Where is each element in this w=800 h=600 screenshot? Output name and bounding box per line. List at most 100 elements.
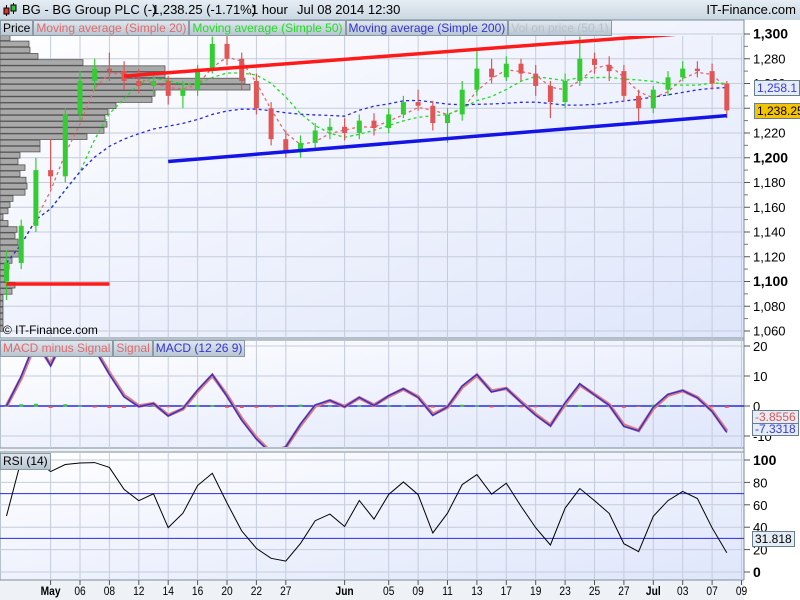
macd-hist-bar xyxy=(239,406,244,408)
x-tick-label: 23 xyxy=(559,585,570,598)
macd-hist-bar xyxy=(33,403,38,407)
macd-hist-bar xyxy=(386,405,391,407)
y-tick-label: 1,220 xyxy=(753,126,786,141)
trendline xyxy=(123,36,677,78)
volume-profile-bar xyxy=(0,96,153,103)
macd-hist-bar xyxy=(577,404,582,407)
symbol-name: BG - BG Group PLC (-) xyxy=(22,2,157,17)
candle-body xyxy=(106,68,112,72)
volume-profile-bar xyxy=(0,152,21,159)
volume-profile-bar xyxy=(0,158,19,165)
legend-rsi[interactable]: RSI (14) xyxy=(0,453,51,470)
macd-y-tick-label: 20 xyxy=(753,339,767,354)
y-tick-label: 1,080 xyxy=(753,299,786,314)
rsi-y-tick-label: 80 xyxy=(753,475,767,490)
candle xyxy=(709,63,715,90)
candle xyxy=(386,108,392,133)
volume-profile-bar xyxy=(0,232,16,239)
candle-body xyxy=(356,120,362,133)
candle-body xyxy=(489,68,495,78)
macd-hist-bar xyxy=(357,405,362,407)
macd-hist-bar xyxy=(460,404,465,407)
macd-hist-bar xyxy=(680,405,685,407)
candle-body xyxy=(62,114,68,177)
candle-body xyxy=(4,262,9,282)
legend-macd-hist[interactable]: MACD minus Signal xyxy=(0,340,114,357)
interval[interactable]: 1 hour xyxy=(251,2,288,17)
macd-hist-bar xyxy=(269,406,274,408)
candle-body xyxy=(400,102,406,115)
x-tick-label: 14 xyxy=(163,585,174,598)
y-tick-label: 1,280 xyxy=(753,51,786,66)
volume-profile-bar xyxy=(0,102,117,109)
candle xyxy=(533,64,539,96)
candle xyxy=(165,76,171,105)
legend-macd[interactable]: MACD (12 26 9) xyxy=(152,340,246,357)
candle-body xyxy=(209,43,215,69)
macd-hist-bar xyxy=(636,406,641,407)
legend-signal[interactable]: Signal xyxy=(113,340,153,357)
volume-profile-bar xyxy=(0,226,18,233)
candle xyxy=(298,135,303,158)
candle-body xyxy=(253,81,259,109)
x-tick-label: 13 xyxy=(471,585,482,598)
volume-profile-bar xyxy=(0,145,41,153)
macd-y-tick-label: 0 xyxy=(753,399,760,414)
candle-body xyxy=(224,43,230,59)
volume-profile-bar xyxy=(0,238,19,246)
volume-profile-bar xyxy=(0,133,88,140)
volume-profile-bar xyxy=(0,65,166,72)
candle-body xyxy=(136,81,142,86)
candle xyxy=(724,81,730,119)
candle-body xyxy=(547,85,553,103)
x-tick-label: 27 xyxy=(618,585,629,598)
x-tick-label: 25 xyxy=(589,585,600,598)
legend-ma50[interactable]: Moving average (Simple 50) xyxy=(189,20,346,36)
title-bar: BG - BG Group PLC (-) 1,238.25 (-1.71%) … xyxy=(0,0,800,21)
candle xyxy=(4,250,9,301)
x-tick-label: 05 xyxy=(383,585,394,598)
candle xyxy=(474,48,480,96)
ma200-value-label: 1,258.1 xyxy=(754,80,800,96)
x-tick-label: 22 xyxy=(251,585,262,598)
candle-body xyxy=(636,95,642,109)
macd-hist-value-label: -3.8556 xyxy=(752,410,799,424)
candle xyxy=(650,85,656,114)
candle-body xyxy=(650,89,656,109)
macd-hist-bar xyxy=(592,406,597,408)
volume-profile-bar xyxy=(0,84,251,91)
volume-profile-bar xyxy=(0,108,109,116)
candle-body xyxy=(621,71,627,96)
candle xyxy=(18,219,24,270)
candle xyxy=(253,73,259,115)
candle xyxy=(92,58,98,90)
candle xyxy=(356,114,362,140)
volume-profile-bar xyxy=(0,183,28,190)
legend-vol-on-price[interactable]: Vol on price (50.1) xyxy=(508,20,612,36)
macd-hist-bar xyxy=(19,404,24,407)
legend-ma20[interactable]: Moving average (Simple 20) xyxy=(33,20,190,36)
x-tick-label: 19 xyxy=(530,585,541,598)
legend-ma200[interactable]: Moving average (Simple 200) xyxy=(345,20,509,36)
legend-price[interactable]: Price xyxy=(0,20,34,36)
candle-body xyxy=(518,63,524,74)
last-price-change: 1,238.25 (-1.71%) xyxy=(152,2,257,17)
x-tick-label: 06 xyxy=(74,585,85,598)
x-tick-label: 27 xyxy=(280,585,291,598)
volume-profile-bar xyxy=(0,319,4,326)
macd-hist-bar xyxy=(666,405,670,407)
candle xyxy=(636,89,642,124)
macd-hist-bar xyxy=(254,406,259,408)
y-tick-label: 1,140 xyxy=(753,225,786,240)
macd-hist-bar xyxy=(166,406,171,408)
candle xyxy=(547,81,553,119)
candle xyxy=(459,81,465,121)
volume-profile-bar xyxy=(0,189,26,196)
candle xyxy=(327,118,333,140)
candle xyxy=(268,102,274,146)
candle xyxy=(48,139,54,189)
candle-body xyxy=(386,114,392,129)
candle-body xyxy=(533,73,539,86)
candle-body xyxy=(592,58,597,65)
